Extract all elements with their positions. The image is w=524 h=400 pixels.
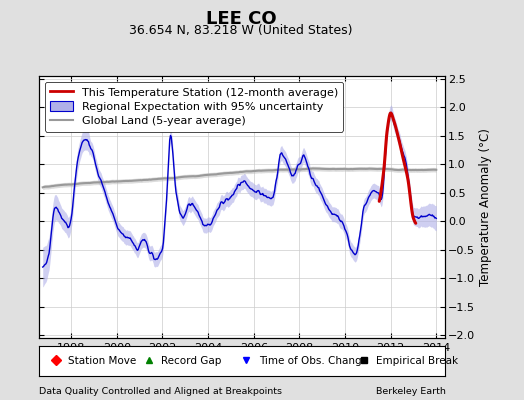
Text: Berkeley Earth: Berkeley Earth xyxy=(376,387,445,396)
Text: LEE CO: LEE CO xyxy=(206,10,276,28)
Text: Empirical Break: Empirical Break xyxy=(376,356,458,366)
Legend: This Temperature Station (12-month average), Regional Expectation with 95% uncer: This Temperature Station (12-month avera… xyxy=(45,82,343,132)
Text: Station Move: Station Move xyxy=(68,356,136,366)
Text: Record Gap: Record Gap xyxy=(161,356,222,366)
Text: Data Quality Controlled and Aligned at Breakpoints: Data Quality Controlled and Aligned at B… xyxy=(39,387,282,396)
Y-axis label: Temperature Anomaly (°C): Temperature Anomaly (°C) xyxy=(479,128,493,286)
Text: 36.654 N, 83.218 W (United States): 36.654 N, 83.218 W (United States) xyxy=(129,24,353,37)
Text: Time of Obs. Change: Time of Obs. Change xyxy=(259,356,368,366)
